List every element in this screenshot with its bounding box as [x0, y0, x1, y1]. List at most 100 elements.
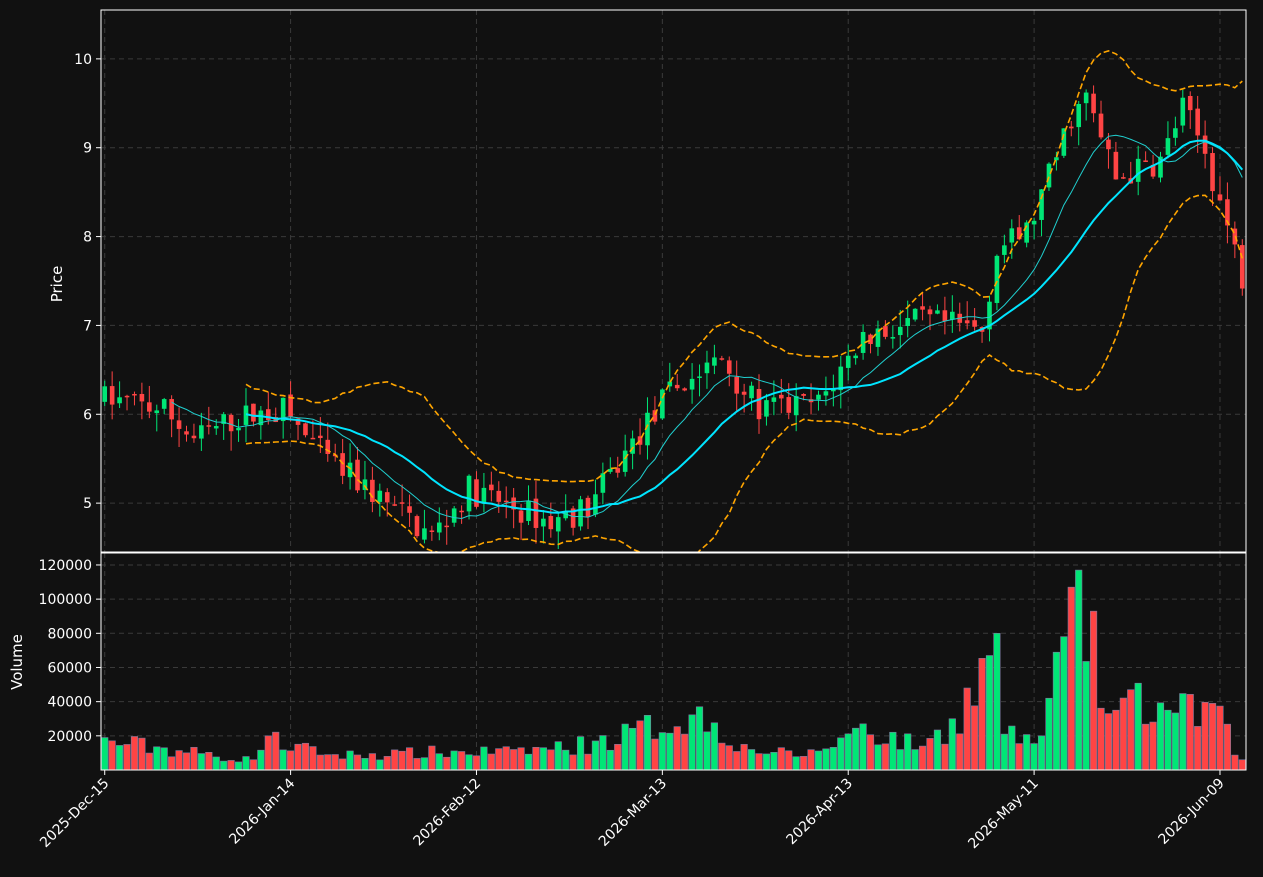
- candle-body: [622, 450, 628, 472]
- candle-body: [950, 311, 955, 320]
- candle-body: [682, 388, 687, 391]
- volume-bar: [658, 732, 666, 770]
- volume-bar: [733, 751, 741, 770]
- volume-bar: [978, 658, 986, 770]
- volume-bar: [168, 756, 176, 770]
- volume-bar: [145, 752, 153, 770]
- candle-body: [920, 306, 925, 310]
- candle-body: [1016, 227, 1022, 240]
- candle-body: [191, 435, 197, 439]
- candle-body: [102, 386, 108, 402]
- candle-body: [845, 355, 851, 368]
- candle-body: [912, 308, 918, 320]
- candle-body: [674, 384, 680, 389]
- volume-bar: [1082, 661, 1090, 770]
- candle-body: [1150, 164, 1156, 177]
- volume-bar: [911, 749, 919, 770]
- volume-bar: [227, 760, 235, 770]
- volume-bar: [1052, 651, 1060, 770]
- candle-body: [593, 494, 598, 515]
- volume-bar: [971, 705, 979, 770]
- volume-bar: [606, 749, 614, 770]
- volume-bar: [695, 706, 704, 770]
- candle-body: [1202, 135, 1208, 154]
- volume-bar: [197, 753, 205, 770]
- volume-bar: [614, 744, 622, 770]
- candle-body: [1061, 128, 1067, 156]
- volume-bar: [361, 758, 369, 770]
- candle-body: [652, 410, 658, 422]
- candle-body: [303, 423, 308, 436]
- volume-bar: [1030, 743, 1038, 770]
- candle-body: [407, 506, 412, 513]
- candle-body: [764, 400, 769, 417]
- candle-body: [489, 484, 494, 491]
- candle-body: [927, 309, 933, 315]
- volume-bar: [182, 752, 191, 770]
- price-axis-label: Price: [48, 266, 66, 303]
- candle-body: [1217, 194, 1223, 201]
- volume-bar: [331, 754, 339, 770]
- volume-bar: [562, 749, 570, 770]
- candle-body: [273, 417, 279, 423]
- volume-bar: [948, 718, 956, 770]
- candle-body: [377, 490, 383, 502]
- candle-body: [897, 326, 903, 336]
- candle-body: [704, 362, 710, 374]
- candle-body: [637, 436, 643, 445]
- candle-body: [816, 394, 821, 400]
- volume-bar: [1067, 586, 1075, 770]
- volume-bar: [933, 729, 942, 770]
- candle-body: [429, 530, 435, 532]
- volume-bar: [153, 746, 161, 770]
- volume-tick-label: 60000: [47, 660, 92, 676]
- candle-body: [905, 318, 911, 326]
- candle-body: [236, 427, 241, 431]
- candle-body: [310, 437, 316, 440]
- candle-body: [667, 381, 673, 387]
- volume-bar: [1194, 726, 1202, 770]
- volume-bar: [316, 754, 324, 770]
- volume-bar: [346, 750, 354, 770]
- candle-body: [518, 510, 524, 523]
- volume-bar: [480, 746, 488, 770]
- volume-bar: [837, 737, 845, 770]
- candle-body: [362, 479, 368, 490]
- volume-bar: [539, 747, 547, 770]
- grid-lines: [101, 10, 1246, 770]
- volume-bar: [584, 753, 592, 770]
- volume-bar: [465, 754, 473, 770]
- candle-body: [295, 418, 301, 425]
- candle-body: [213, 426, 219, 429]
- sma-slow-line: [245, 139, 1244, 514]
- volume-bar: [985, 655, 994, 770]
- volume-bar: [703, 731, 711, 770]
- volume-bar: [874, 744, 882, 770]
- volume-bar: [762, 753, 771, 770]
- candle-body: [1210, 153, 1215, 192]
- volume-bar: [829, 747, 837, 770]
- candle-body: [265, 409, 271, 420]
- candle-body: [860, 331, 866, 353]
- volume-bar: [1231, 754, 1239, 770]
- volume-bar: [904, 733, 912, 770]
- candle-body: [1039, 189, 1044, 220]
- volume-tick-label: 120000: [39, 558, 92, 574]
- volume-bar: [681, 733, 689, 770]
- volume-bar: [1223, 723, 1231, 770]
- candle-body: [994, 255, 1000, 303]
- candle-body: [1046, 163, 1052, 188]
- volume-bar: [1186, 694, 1194, 770]
- volume-bar: [1142, 723, 1150, 770]
- sma-fast-line: [171, 134, 1243, 520]
- price-tick-label: 6: [83, 407, 92, 423]
- candle-body: [1009, 228, 1015, 243]
- candle-body: [1083, 92, 1089, 104]
- volume-tick-label: 40000: [47, 695, 92, 711]
- volume-bar: [1127, 689, 1135, 770]
- volume-bar: [443, 756, 451, 770]
- volume-bar: [1171, 712, 1179, 770]
- price-tick-label: 10: [74, 52, 92, 68]
- price-tick-label: 9: [83, 141, 92, 157]
- candle-body: [124, 395, 130, 398]
